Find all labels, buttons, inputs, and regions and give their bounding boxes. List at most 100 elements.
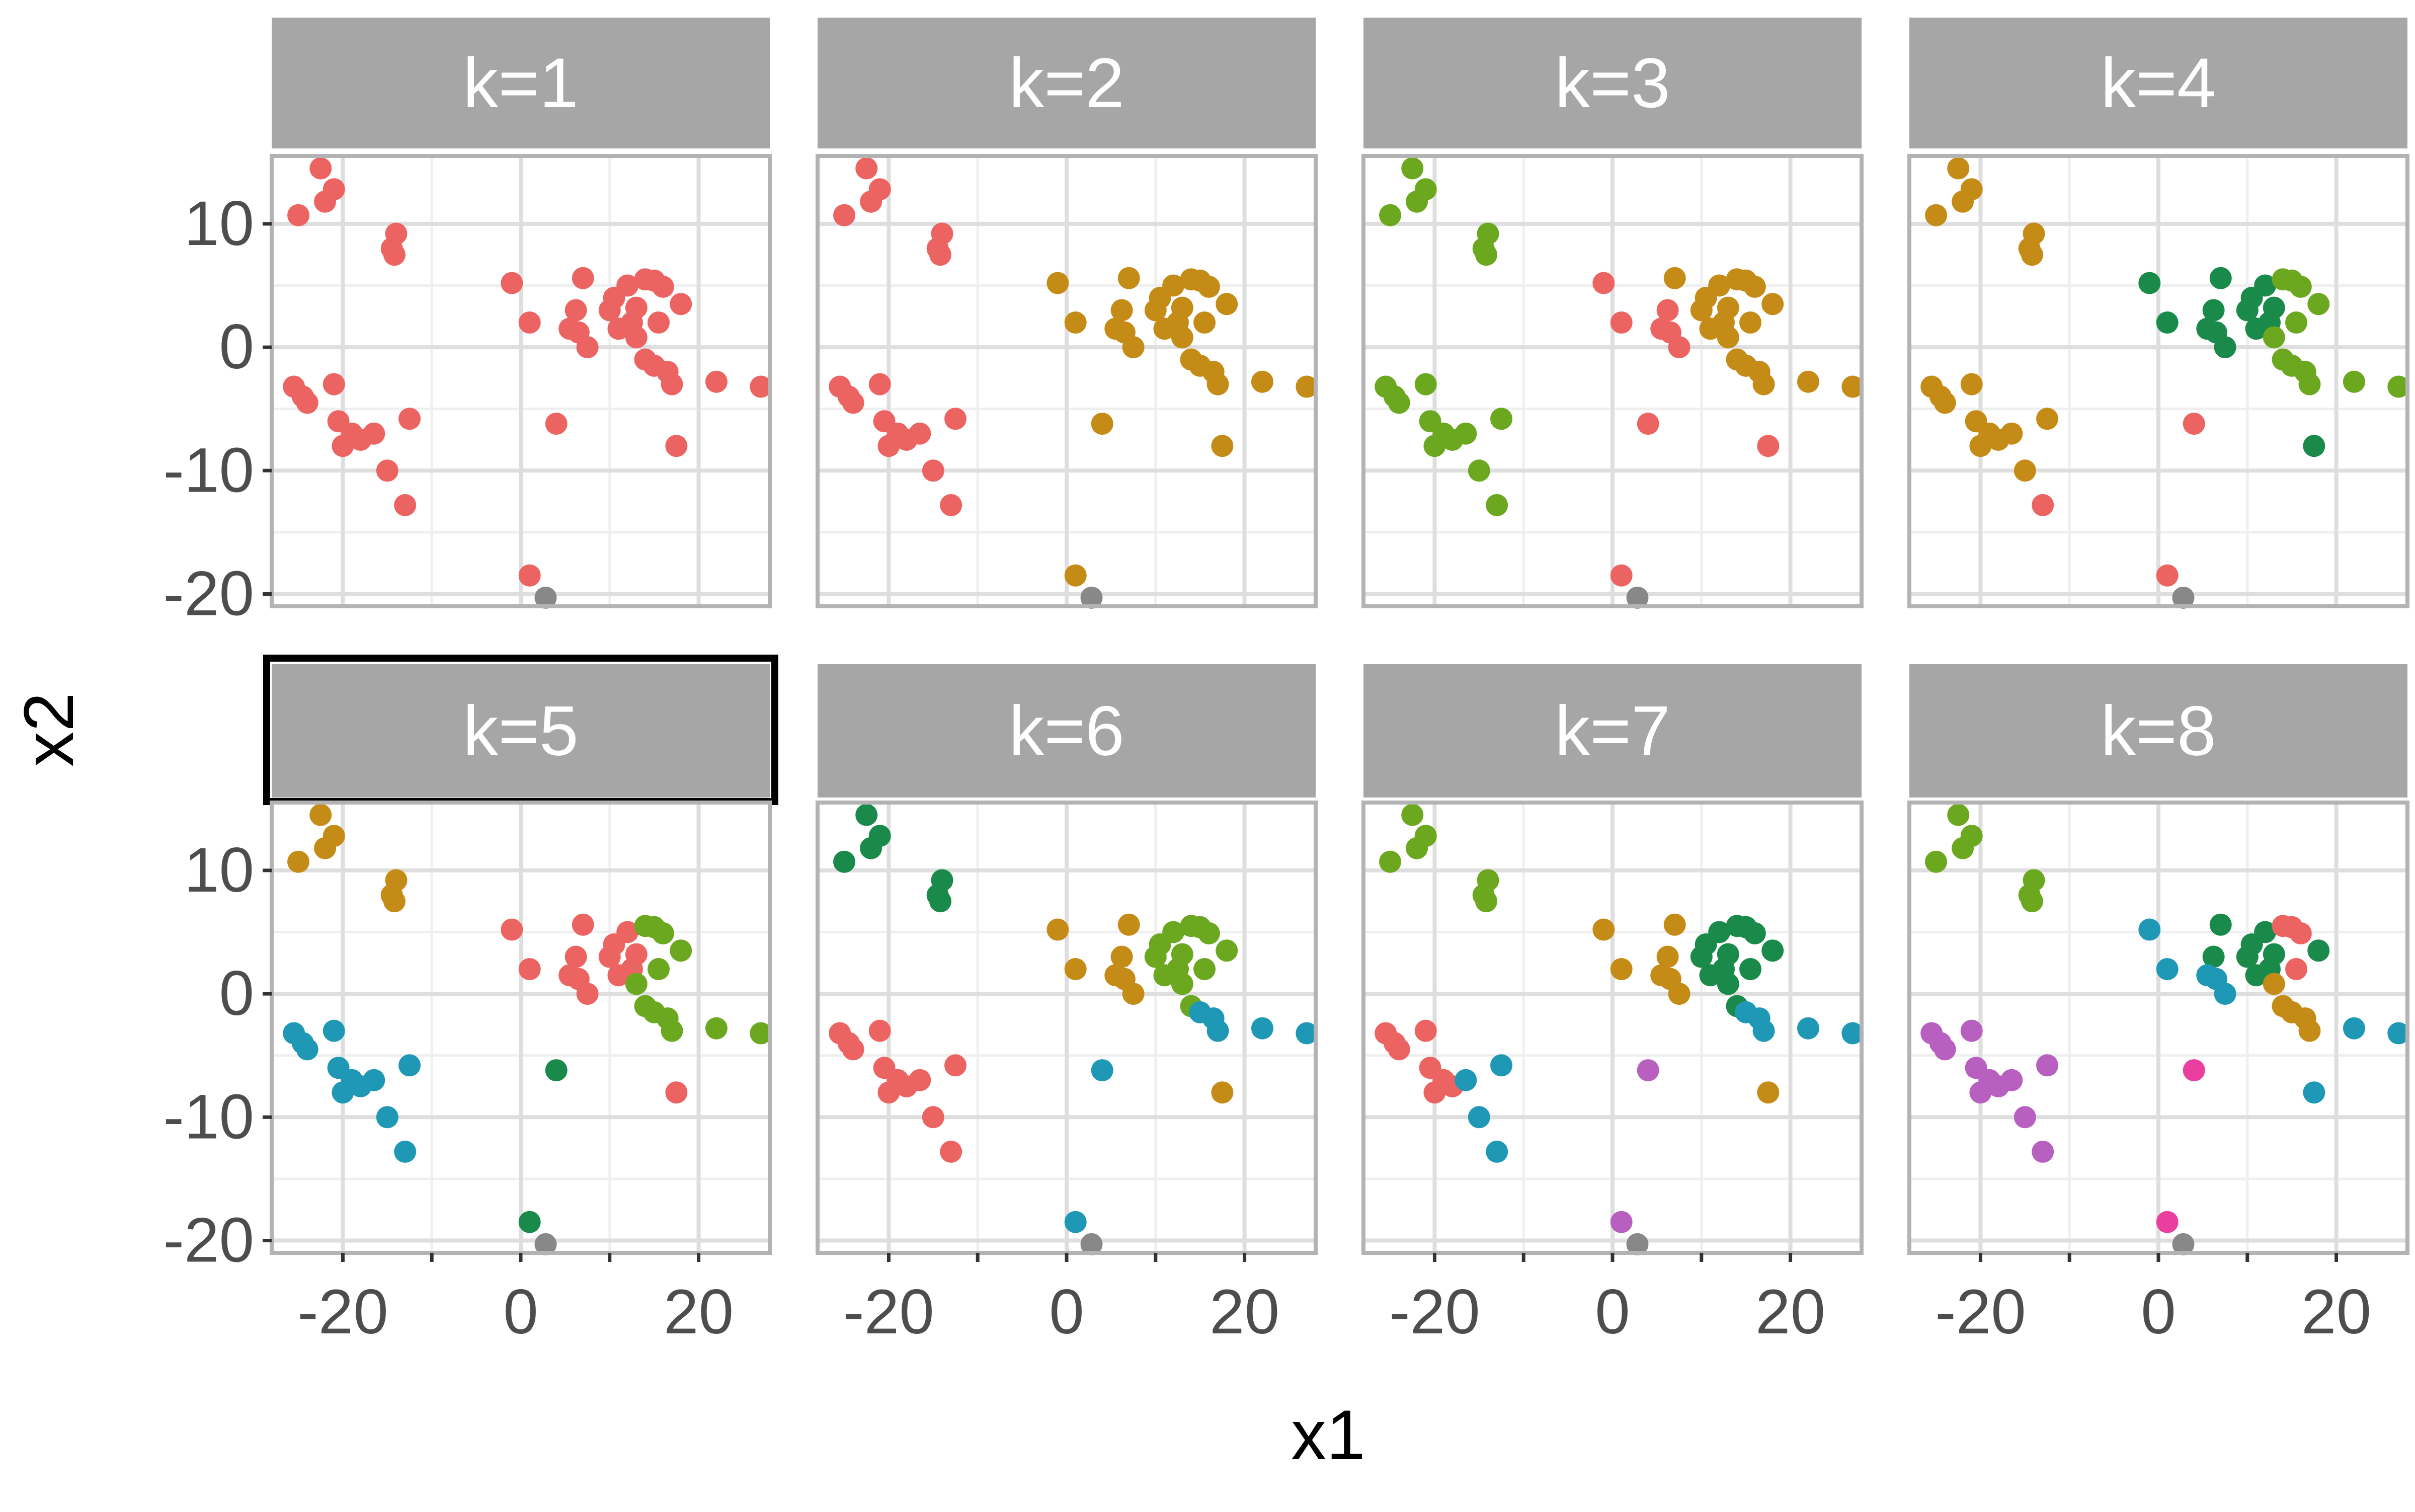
data-point [603, 933, 625, 956]
data-point [2307, 293, 2330, 315]
data-point [323, 1019, 345, 1042]
data-point [868, 373, 891, 395]
data-point [394, 1140, 417, 1163]
data-point [855, 804, 878, 826]
data-point [518, 311, 541, 334]
data-point [314, 190, 337, 213]
data-point [1122, 983, 1145, 1005]
data-point [2202, 299, 2225, 322]
data-point [1743, 922, 1766, 944]
data-point [287, 204, 310, 226]
y-tick-label: -20 [163, 559, 254, 628]
data-point [394, 494, 417, 516]
data-point [2014, 1106, 2036, 1129]
data-point [1091, 1059, 1113, 1082]
data-point [868, 1019, 891, 1042]
data-point [2172, 1233, 2195, 1255]
x-axis-title: x1 [1291, 1395, 1365, 1474]
data-point [1211, 1081, 1234, 1104]
facet-strip [818, 664, 1316, 798]
x-tick-label: -20 [1935, 1277, 2026, 1347]
data-point [2156, 564, 2179, 587]
data-point [750, 375, 772, 398]
data-point [565, 299, 587, 322]
data-point [2202, 945, 2225, 968]
data-point [2303, 435, 2325, 457]
data-point [625, 973, 648, 995]
data-point [2387, 375, 2410, 398]
data-point [1739, 311, 1762, 334]
data-point [944, 1054, 967, 1077]
data-point [842, 1038, 864, 1061]
data-point [929, 244, 951, 266]
data-point [1206, 373, 1229, 395]
data-point [1757, 435, 1780, 457]
data-point [652, 275, 674, 298]
data-point [1080, 586, 1103, 609]
data-point [1934, 391, 1956, 414]
data-point [2156, 958, 2179, 981]
data-point [501, 918, 523, 941]
data-point [376, 1106, 398, 1129]
data-point [1637, 1059, 1659, 1082]
data-point [2209, 913, 2232, 936]
data-point [2000, 1069, 2023, 1091]
data-point [2196, 317, 2219, 340]
data-point [670, 293, 692, 315]
data-point [2032, 1140, 2054, 1163]
data-point [1592, 918, 1615, 941]
data-point [1761, 939, 1784, 962]
data-point [314, 837, 337, 859]
facet-panel: k=6 [816, 664, 1318, 1262]
data-point [1486, 494, 1508, 516]
data-point [1475, 244, 1497, 266]
data-point [1656, 945, 1679, 968]
data-point [625, 326, 648, 349]
data-point [1717, 326, 1739, 349]
facet-panel: k=3 [1361, 18, 1864, 609]
data-point [877, 1081, 900, 1104]
axes-layer: 10 0 -10 -20 10 0 -10 -20 -20 0 20 -20 0 20 -20 0 20 -20 0… [163, 189, 2371, 1347]
data-point [1064, 564, 1087, 587]
data-point [1925, 850, 1948, 873]
data-point [501, 272, 523, 294]
data-point [1211, 435, 1234, 457]
data-point [1216, 293, 1238, 315]
x-tick-label: 0 [1595, 1277, 1630, 1347]
data-point [1197, 922, 1220, 944]
data-point [2138, 918, 2161, 941]
data-point [1490, 408, 1513, 430]
data-point [296, 391, 318, 414]
data-point [1193, 311, 1216, 334]
data-point [1251, 370, 1273, 393]
data-point [648, 311, 670, 334]
data-point [2021, 244, 2043, 266]
panels-layer: k=1 k=2 k=3 k=4 k=5 k=6 k=7 k=8 [263, 18, 2410, 1262]
data-point [1650, 964, 1673, 987]
data-point [2285, 958, 2308, 981]
data-point [1969, 435, 1992, 457]
data-point [1388, 1038, 1410, 1061]
data-point [1668, 983, 1691, 1005]
data-point [1761, 293, 1784, 315]
data-point [1797, 370, 1819, 393]
data-point [1468, 1106, 1490, 1129]
data-point [1296, 375, 1318, 398]
data-point [877, 435, 900, 457]
facet-strip-label: k=4 [2101, 43, 2216, 122]
data-point [661, 1019, 683, 1042]
data-point [576, 336, 599, 359]
data-point [2000, 422, 2023, 445]
data-point [1064, 311, 1087, 334]
data-point [1216, 939, 1238, 962]
facet-panel: k=4 [1907, 18, 2410, 609]
x-tick-label: 0 [503, 1277, 538, 1347]
data-point [1091, 413, 1113, 435]
data-point [398, 1054, 421, 1077]
data-point [558, 317, 581, 340]
data-point [2036, 1054, 2059, 1077]
data-point [665, 1081, 688, 1104]
data-point [2387, 1022, 2410, 1045]
data-point [1610, 564, 1633, 587]
data-point [833, 850, 856, 873]
